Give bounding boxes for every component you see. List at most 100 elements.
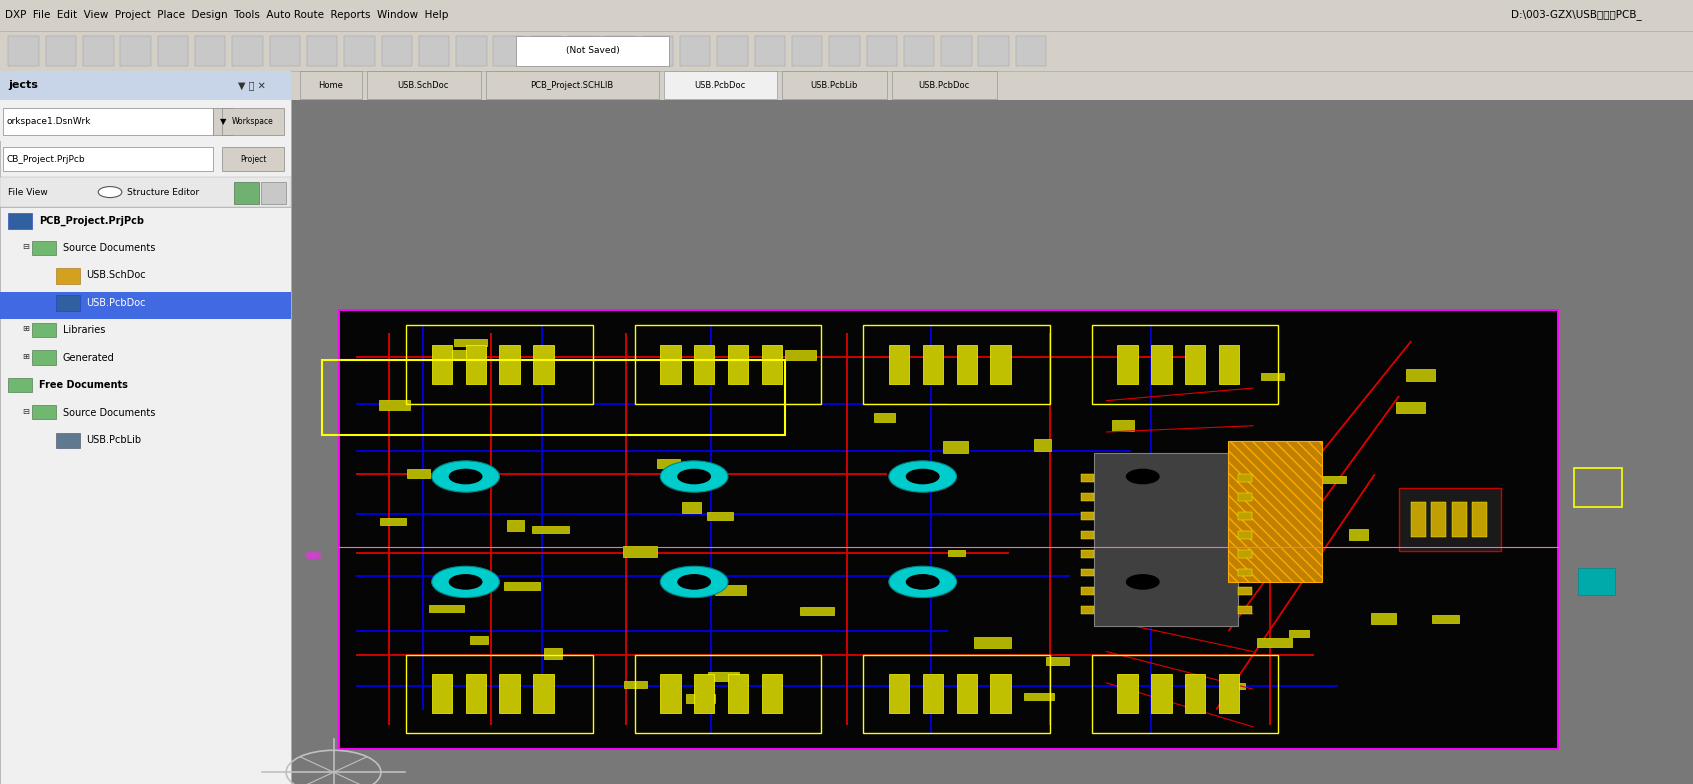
Text: Workspace: Workspace [232,117,274,126]
Bar [8,213,32,229]
Bar [493,36,523,66]
Text: ⊟: ⊟ [22,407,29,416]
Circle shape [906,469,940,485]
Bar [232,36,262,66]
Circle shape [432,461,499,492]
Bar [660,345,681,384]
Bar [428,605,464,612]
Bar [56,433,80,448]
Bar [1080,606,1094,614]
Circle shape [1109,461,1177,492]
Bar [923,674,943,713]
Bar [635,325,821,404]
Text: Libraries: Libraries [63,325,105,336]
Bar [1024,693,1053,700]
Text: USB.SchDoc: USB.SchDoc [86,270,146,281]
Text: ⊞: ⊞ [22,325,29,333]
Bar [1371,613,1397,623]
Bar [1219,345,1239,384]
Bar [923,345,943,384]
Bar [867,36,897,66]
Bar [681,36,711,66]
Bar [708,512,733,520]
Bar [1046,656,1068,665]
Bar [1117,345,1138,384]
Bar [1398,488,1500,551]
Bar [1080,568,1094,576]
Bar [261,182,286,204]
Bar [406,469,430,478]
Text: ⊟: ⊟ [22,242,29,251]
Bar [1221,683,1246,689]
Bar [418,36,449,66]
Bar [830,36,860,66]
Bar [625,681,647,688]
Bar [322,361,786,435]
Bar [1219,674,1239,713]
Bar [1080,550,1094,557]
Bar [1016,36,1046,66]
Text: ▼ 🖈 ✕: ▼ 🖈 ✕ [239,81,266,90]
Bar [432,345,452,384]
Text: CB_Project.PrjPcb: CB_Project.PrjPcb [7,154,85,164]
Text: DXP  File  Edit  View  Project  Place  Design  Tools  Auto Route  Reports  Windo: DXP File Edit View Project Place Design … [5,10,449,20]
Bar [664,71,777,99]
Text: D:\003-GZX\USB集线器PCB_: D:\003-GZX\USB集线器PCB_ [1512,9,1642,20]
Bar [466,674,486,713]
Bar [801,607,835,615]
Bar [1094,453,1238,626]
Bar [1080,474,1094,482]
Bar [306,36,337,66]
Bar [1238,550,1251,557]
Bar [957,345,977,384]
Bar [990,674,1011,713]
Bar [195,36,225,66]
Circle shape [677,574,711,590]
Bar [714,585,747,595]
Bar [1574,468,1622,507]
Text: USB.PcbDoc: USB.PcbDoc [86,298,146,308]
Bar [300,71,362,99]
Bar [1238,493,1251,501]
Bar [1151,345,1172,384]
Bar [455,36,486,66]
Bar [516,36,669,66]
Bar [762,345,782,384]
Bar [863,655,1050,733]
Bar [1080,493,1094,501]
Bar [694,674,714,713]
Bar [948,550,965,557]
Bar [499,674,520,713]
Bar [1112,420,1134,430]
Bar [1185,345,1205,384]
Bar [990,345,1011,384]
Text: USB.PcbDoc: USB.PcbDoc [694,82,745,90]
Bar [532,525,569,533]
Circle shape [305,552,322,560]
Bar [32,350,56,365]
Bar [892,71,997,99]
Bar [718,36,748,66]
Bar [269,36,300,66]
Bar [784,350,816,360]
Bar [863,325,1050,404]
Bar [1432,615,1459,622]
Bar [1288,630,1309,637]
Bar [1117,674,1138,713]
Text: File View: File View [8,187,47,197]
Bar [1349,529,1368,539]
Bar [1229,441,1322,582]
Bar [1034,439,1051,451]
Bar [46,36,76,66]
Bar [379,400,410,411]
Bar [234,182,259,204]
Bar [56,296,80,311]
Bar [1407,369,1436,380]
Bar [381,517,406,525]
Bar [941,36,972,66]
Bar [3,147,213,171]
Bar [1080,587,1094,595]
Text: jects: jects [8,81,39,90]
Bar [728,674,748,713]
Bar [1322,476,1346,483]
